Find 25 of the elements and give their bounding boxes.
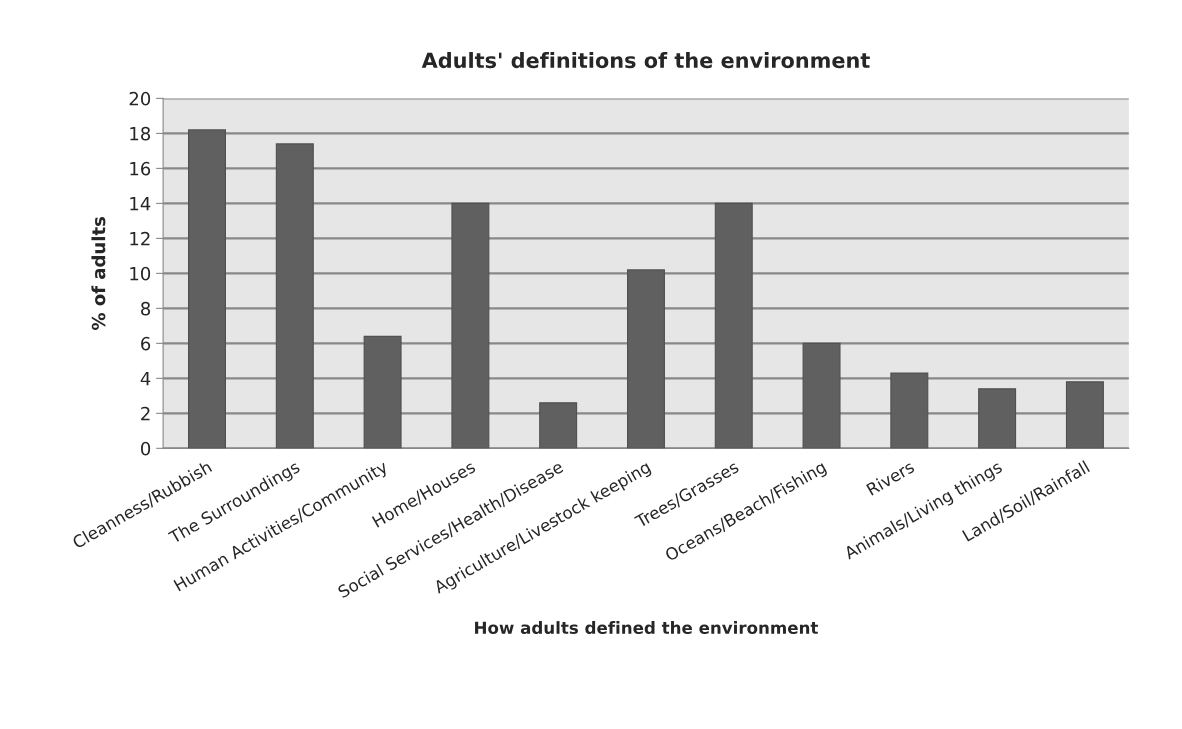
- y-tick-label: 0: [141, 441, 151, 456]
- y-tick-label: 14: [130, 197, 151, 211]
- x-axis-title: How adults defined the environment: [475, 621, 819, 635]
- y-tick-label: 12: [130, 231, 150, 246]
- bar: [978, 388, 1017, 449]
- bar: [1065, 381, 1104, 449]
- bar: [451, 202, 490, 449]
- y-tick-label: 8: [141, 301, 151, 316]
- bar: [275, 143, 314, 449]
- chart-title: Adults' definitions of the environment: [421, 52, 870, 69]
- bar: [714, 202, 753, 449]
- bar: [626, 269, 665, 449]
- bar: [890, 372, 929, 449]
- bar: [802, 342, 841, 449]
- bar: [539, 402, 578, 449]
- y-tick-label: 10: [130, 266, 151, 281]
- y-tick-label: 2: [141, 406, 150, 421]
- bar: [363, 335, 402, 449]
- y-tick-label: 20: [129, 91, 151, 106]
- y-tick-label: 16: [130, 161, 151, 176]
- y-tick-label: 18: [130, 126, 151, 141]
- y-axis-title: % of adults: [91, 217, 106, 331]
- y-tick-label: 4: [140, 372, 151, 386]
- y-tick-label: 6: [141, 336, 151, 351]
- bar: [188, 129, 227, 449]
